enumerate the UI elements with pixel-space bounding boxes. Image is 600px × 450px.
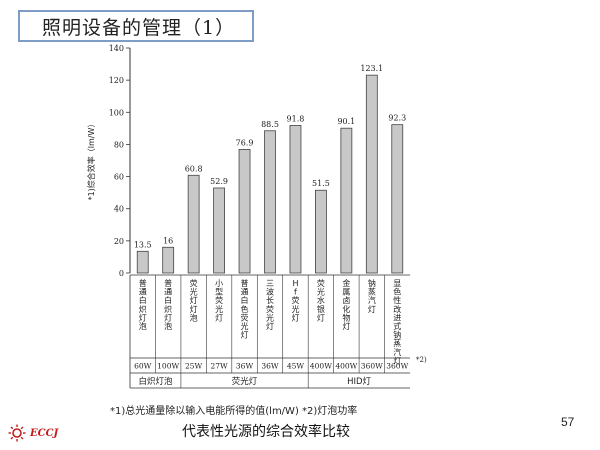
y-tick-label: 120 <box>109 76 124 85</box>
logo-text: ECCJ <box>30 427 59 439</box>
bar-value-label: 123.1 <box>360 64 383 73</box>
slide-caption: 代表性光源的综合效率比较 <box>182 424 350 440</box>
y-tick-label: 100 <box>109 108 124 117</box>
footnote: *1)总光通量除以输入电能所得的值(lm/W) *2)灯泡功率 <box>110 406 358 417</box>
y-tick-label: 0 <box>119 269 124 278</box>
page-number: 57 <box>561 415 575 429</box>
slide-title: 照明设备的管理（1） <box>18 10 254 42</box>
category-label: 普通白炽灯泡 <box>139 278 147 331</box>
wattage-label: 360W <box>386 362 408 371</box>
bar <box>391 124 404 274</box>
bar-value-label: 90.1 <box>337 117 355 126</box>
y-tick-label: 140 <box>109 44 124 53</box>
bar <box>187 174 200 274</box>
category-label: 显色性改进式钠蒸汽灯 <box>393 279 401 365</box>
sun-icon <box>8 424 26 442</box>
bar <box>238 149 251 274</box>
wattage-label: 100W <box>157 362 179 371</box>
wattage-label: 25W <box>185 362 203 371</box>
y-tick-label: 20 <box>114 237 124 246</box>
category-label: 荧光灯灯泡 <box>190 278 198 322</box>
bar-value-label: 51.5 <box>312 179 330 188</box>
bar <box>264 130 276 274</box>
bar <box>315 189 327 274</box>
wattage-label: 400W <box>335 362 357 371</box>
bar <box>213 187 225 274</box>
category-label: 钠蒸汽灯 <box>368 278 376 314</box>
wattage-label: 400W <box>310 362 332 371</box>
group-label: 荧光灯 <box>232 376 258 387</box>
bar <box>365 74 378 274</box>
bar-value-label: 88.5 <box>261 120 279 129</box>
bar <box>136 250 149 274</box>
category-label: 普通白炽灯泡 <box>164 278 172 331</box>
bar-value-label: 92.3 <box>388 114 406 123</box>
bar-value-label: 16 <box>163 236 173 245</box>
wattage-label: 45W <box>287 362 305 371</box>
wattage-note: *2) <box>416 356 427 364</box>
eccj-logo: ECCJ <box>8 424 58 442</box>
bar <box>340 127 353 274</box>
bar <box>289 125 302 274</box>
y-tick-label: 60 <box>114 173 124 182</box>
category-label: 金属卤化物灯 <box>342 278 350 331</box>
bar-value-label: 76.9 <box>236 138 254 147</box>
y-tick-label: 80 <box>114 140 124 149</box>
bar-value-label: 52.9 <box>210 177 228 186</box>
group-label: 白炽灯泡 <box>138 376 173 387</box>
wattage-label: 60W <box>134 362 152 371</box>
wattage-label: 36W <box>236 362 254 371</box>
wattage-label: 360W <box>361 362 383 371</box>
bar <box>162 246 175 274</box>
category-label: 普通白色荧光灯 <box>241 278 249 340</box>
group-label: HID灯 <box>347 376 371 387</box>
category-label: 荧光水银灯 <box>317 278 325 322</box>
bar-value-label: 91.8 <box>287 114 305 123</box>
y-axis-label: *1)综合效率（lm/W） <box>86 120 96 201</box>
wattage-label: 36W <box>261 362 279 371</box>
category-label: 三波长荧光灯 <box>266 279 274 331</box>
wattage-label: 27W <box>210 362 228 371</box>
category-label: 小型荧光灯 <box>215 279 223 322</box>
bar-value-label: 13.5 <box>134 240 152 249</box>
y-tick-label: 40 <box>114 205 124 214</box>
bar-value-label: 60.8 <box>185 164 203 173</box>
efficiency-chart: 0 20 40 60 80 100 120 140 *1)综合效率（lm/W） 13.5 16 60.… <box>86 44 427 389</box>
